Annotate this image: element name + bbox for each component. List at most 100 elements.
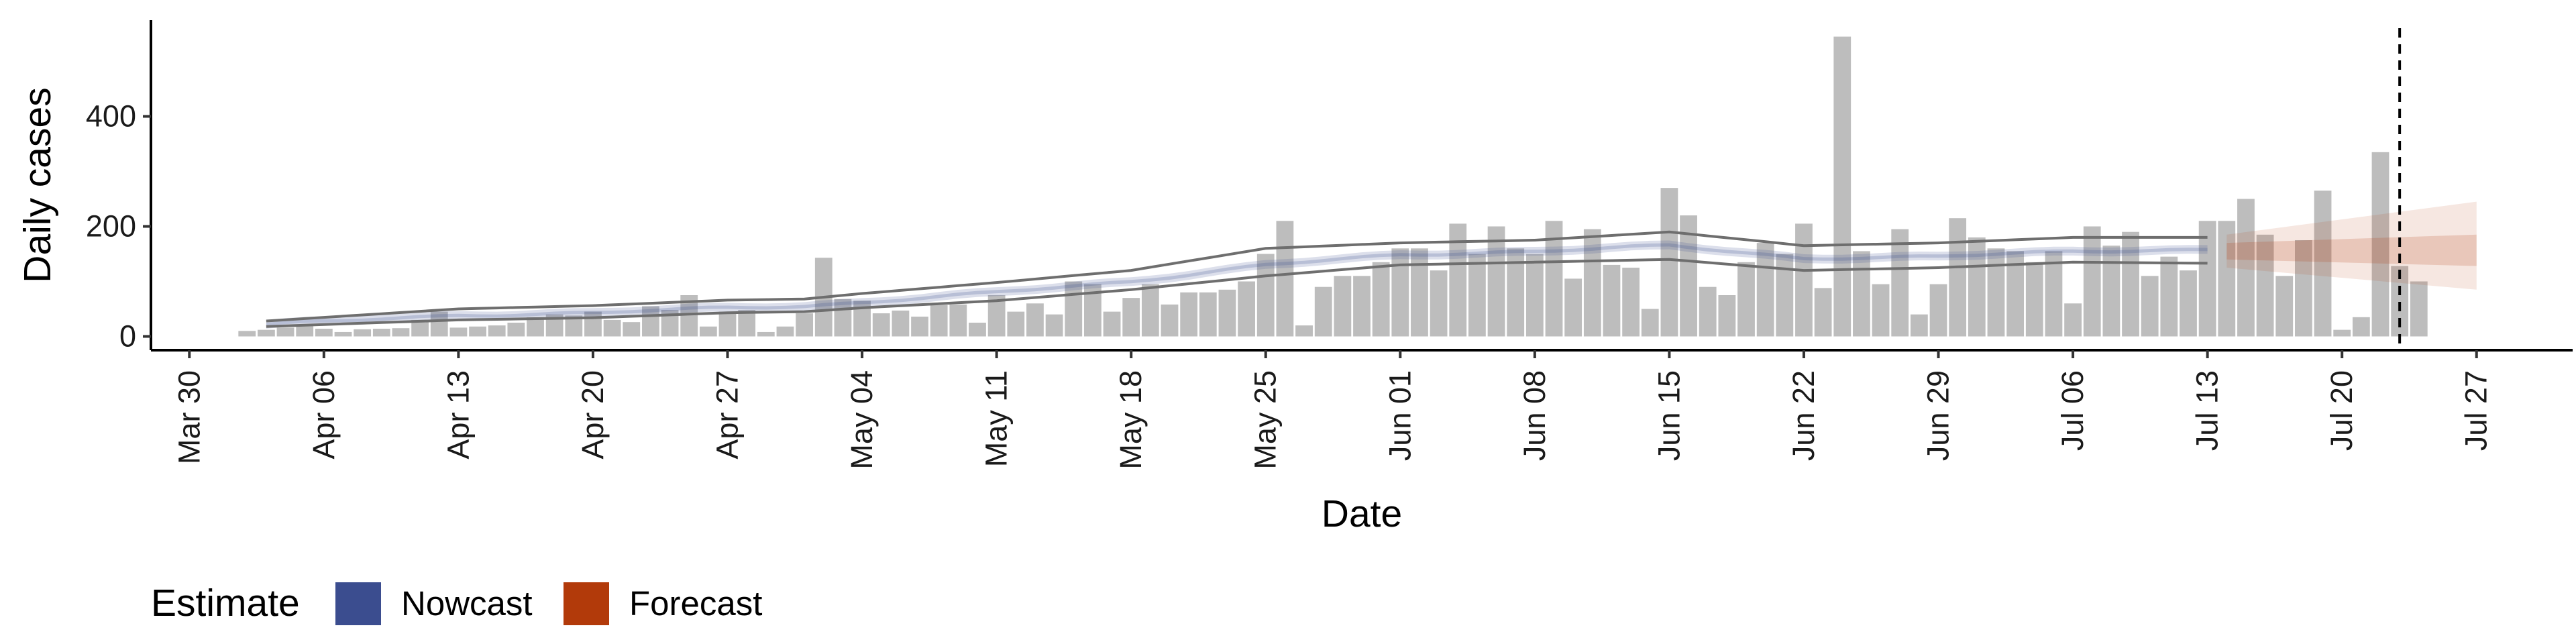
bar [2371,152,2390,337]
bar [1256,254,1275,337]
bar [1641,309,1659,337]
legend-key-nowcast [335,582,381,625]
bar [1583,229,1601,337]
y-tick-label: 0 [119,319,136,354]
bar [1833,36,1851,337]
bar [1949,218,1967,337]
x-tick-label: Apr 13 [441,370,475,460]
x-tick-label: Jun 01 [1383,370,1417,461]
bar [392,328,410,337]
bar [1853,251,1870,337]
bar [796,313,814,337]
x-axis-title: Date [1322,492,1402,535]
estimate-lines-layer [266,28,2402,350]
bar [1795,223,1813,337]
legend-label-forecast: Forecast [629,584,762,623]
bar [2122,231,2139,337]
legend-title: Estimate [151,582,300,625]
bar [930,305,948,337]
x-tick-label: Jun 29 [1921,370,1955,461]
bar [834,299,852,337]
bar [2141,276,2159,337]
bar [1065,281,1083,337]
bar [1718,295,1736,337]
bar [354,329,372,337]
bar [1238,281,1255,337]
bar [238,331,256,337]
bar [2256,234,2274,337]
bar [469,326,486,337]
bar [718,311,737,337]
bar [1929,284,1947,337]
bars-layer [238,36,2428,337]
bar [276,327,294,337]
bar [1430,270,1448,337]
bar [1622,268,1640,337]
bar [1218,289,1236,337]
x-tick-label: May 25 [1248,370,1283,470]
bar [1122,298,1140,337]
bar [507,323,525,337]
bar [1756,243,1774,337]
legend-label-nowcast: Nowcast [401,584,533,623]
bar [2102,246,2121,337]
bar [449,327,468,337]
bar [623,322,641,337]
bar [2025,262,2043,337]
bar [2275,276,2294,337]
bar [776,326,794,337]
bar [642,306,659,337]
y-tick-label: 400 [86,99,136,133]
bar [1199,292,1217,337]
bar [1391,248,1409,337]
bar [372,329,390,337]
bar [872,313,890,337]
x-tick-label: May 04 [845,370,879,470]
bar [334,331,352,337]
x-tick-label: Jun 08 [1517,370,1552,461]
bar [1180,292,1198,337]
bar [258,329,275,337]
legend: Estimate Nowcast Forecast [151,582,762,625]
bar [2237,199,2255,337]
bar [1334,276,1352,337]
x-tick-label: Jul 13 [2190,370,2224,451]
x-tick-label: May 18 [1114,370,1148,470]
bar [1660,188,1678,337]
bar [2218,221,2236,337]
bar [757,331,775,337]
bar [1026,303,1044,337]
x-tick-label: Jul 20 [2324,370,2359,451]
bar [2064,303,2082,337]
x-tick-label: Jun 22 [1786,370,1821,461]
bar [603,319,621,337]
bar [1525,254,1544,337]
bar [2180,270,2197,337]
nowcast-band-inner [266,243,2208,326]
forecast-band-90 [2226,201,2477,290]
bar [1872,284,1890,337]
axes: 0 200 400 Mar 30 Apr 06 Apr 13 Apr 20 Apr 27 May… [86,20,2573,470]
bar [2160,256,2178,337]
bar [1891,229,1909,337]
bar [2295,240,2312,337]
bar [1737,262,1755,337]
bar [315,329,333,337]
bar [738,310,756,337]
bar [1045,314,1063,337]
bar [584,311,602,337]
x-tick-label: Jul 06 [2055,370,2090,451]
legend-key-forecast [564,582,609,625]
bar [1372,262,1390,337]
bar [1487,226,1505,337]
bar [1814,288,1832,337]
bar [1353,276,1371,337]
x-tick-label: Mar 30 [172,370,206,464]
bar [527,317,544,337]
bar [1161,304,1179,337]
bar [892,310,910,337]
bar [1468,254,1486,337]
y-tick-label: 200 [86,209,136,244]
bar [1276,221,1294,337]
bar [1007,311,1025,337]
